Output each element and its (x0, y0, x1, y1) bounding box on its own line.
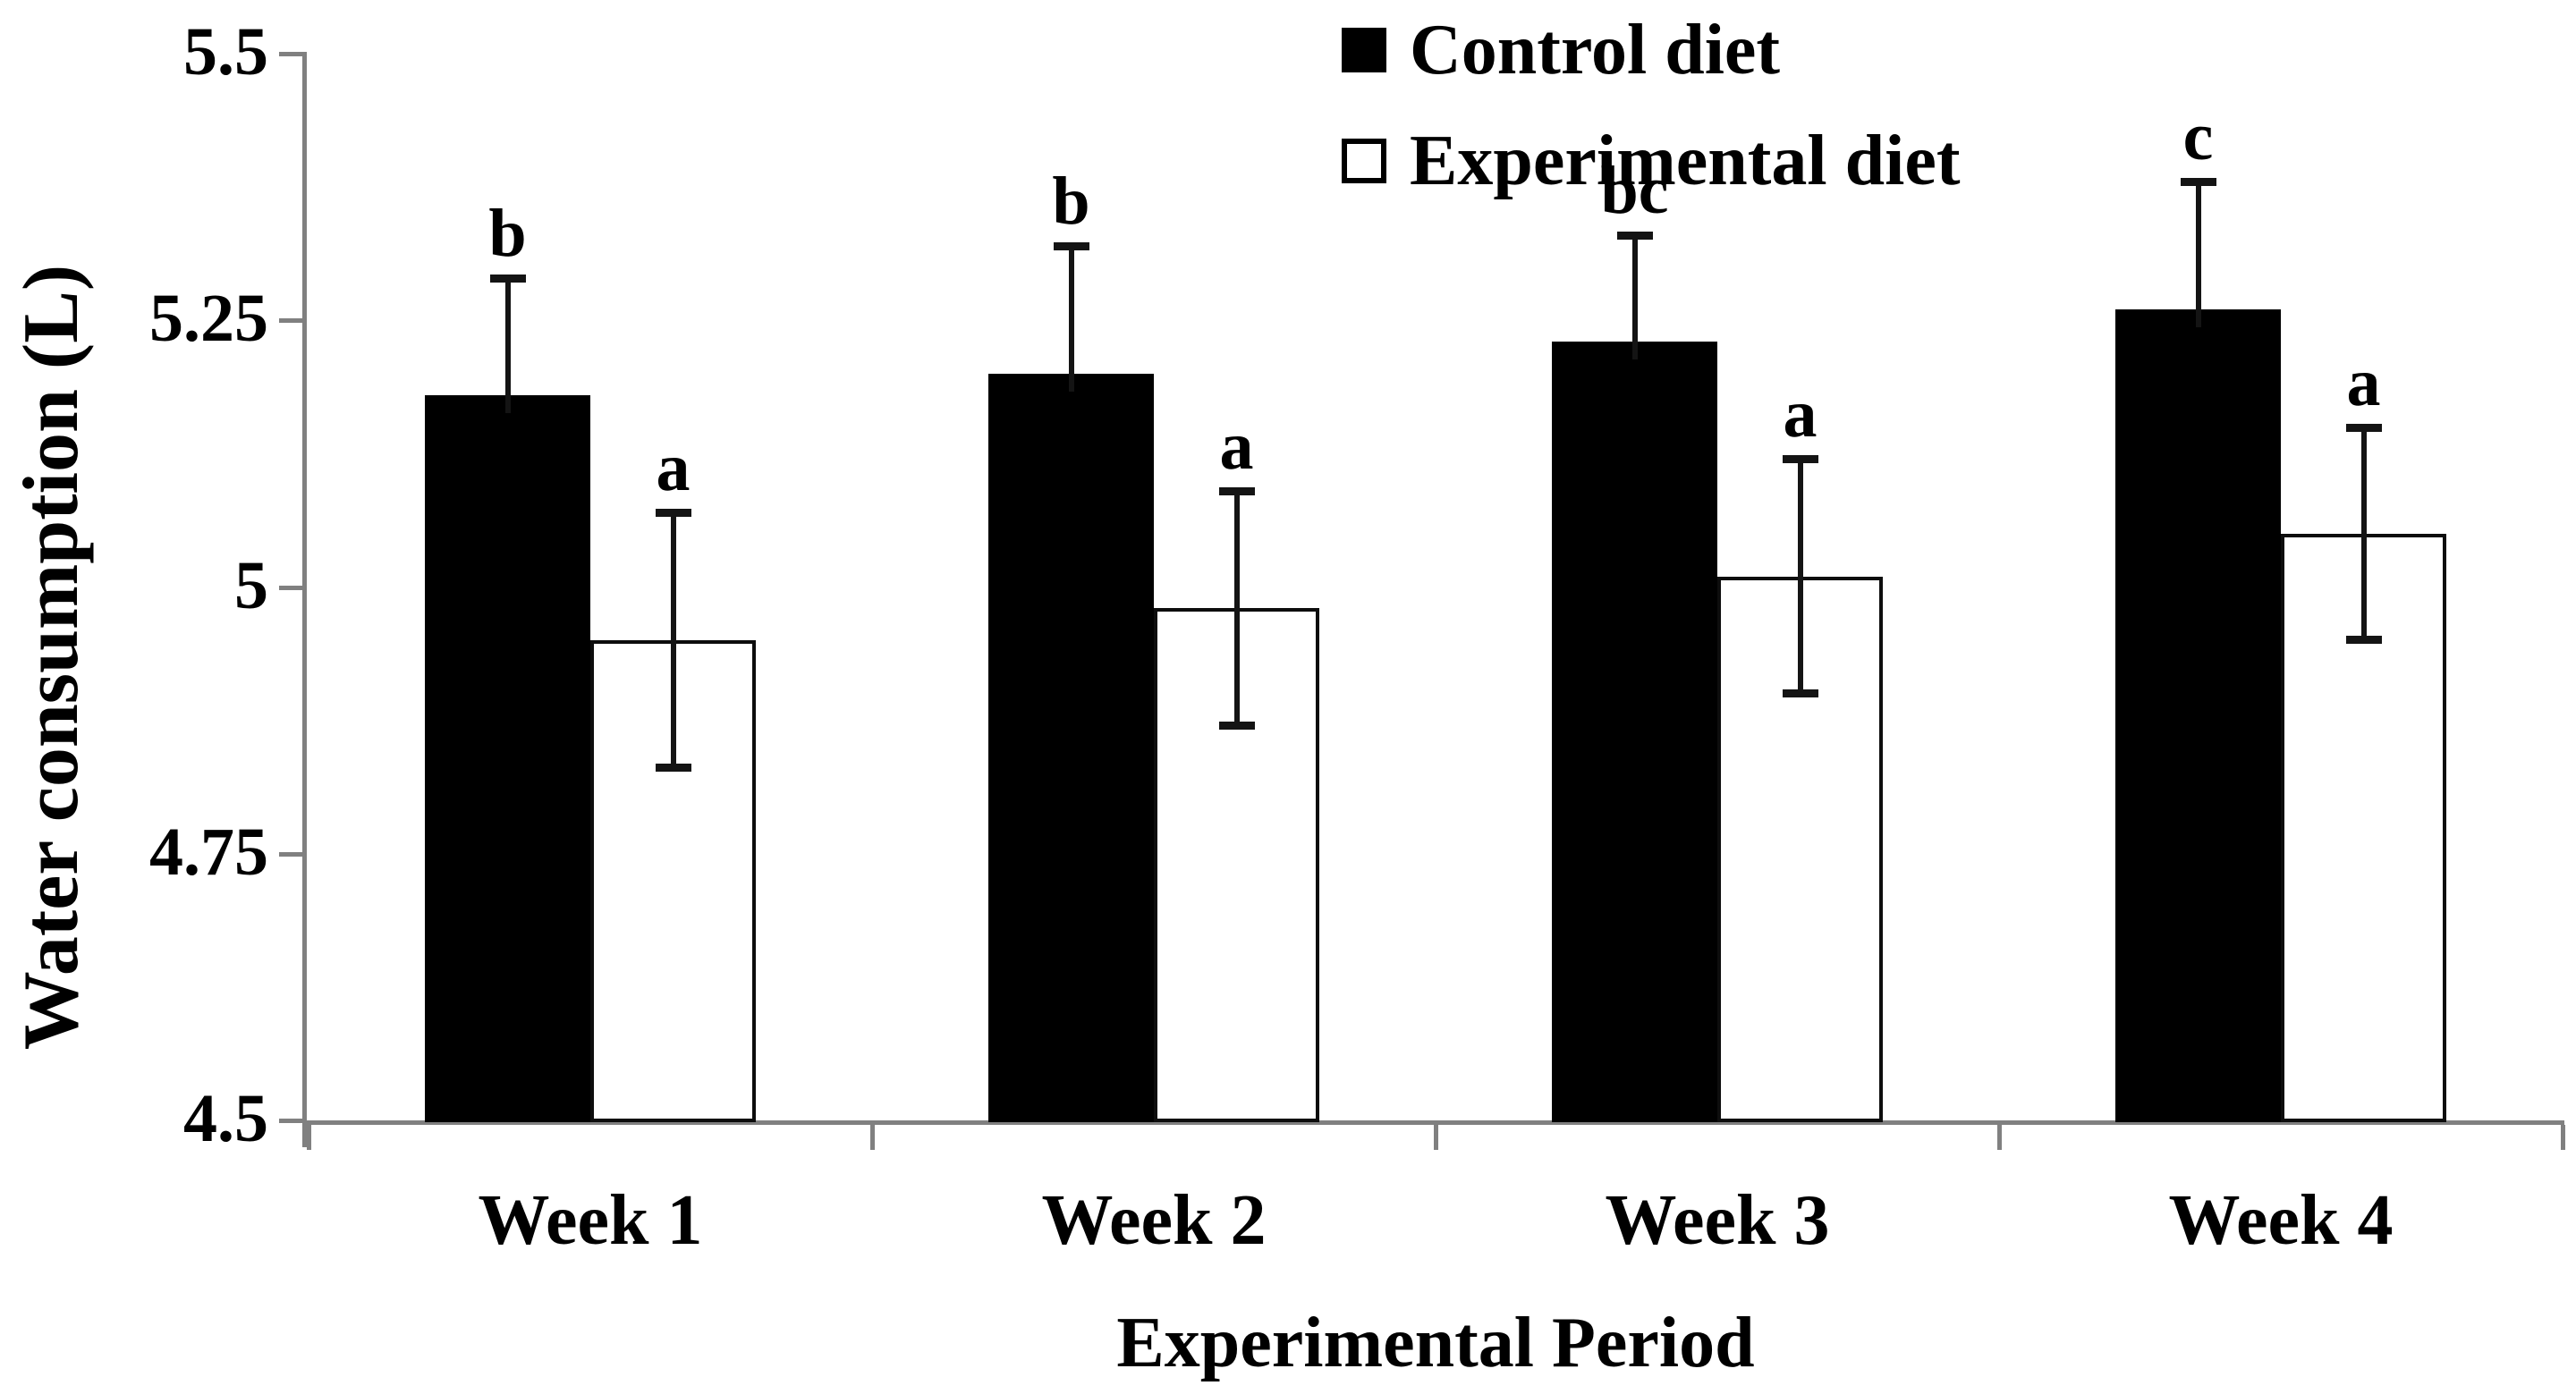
x-tick-mark (307, 1125, 311, 1150)
x-category-label: Week 3 (1605, 1181, 1830, 1260)
y-tick-mark (279, 1119, 302, 1123)
error-bar-top-cap (489, 274, 526, 283)
legend: Control diet Experimental diet (1342, 4, 1960, 225)
x-axis-line (302, 1120, 2564, 1125)
error-bar-bottom-cap (1218, 721, 1255, 730)
error-bar (1631, 234, 1638, 360)
x-category-label: Week 2 (1041, 1181, 1267, 1260)
error-bar-bottom-cap (655, 764, 691, 773)
error-bar (670, 511, 676, 769)
x-category-label: Week 4 (2168, 1181, 2394, 1260)
x-tick-mark (2561, 1125, 2565, 1150)
error-bar-bottom-cap (1782, 689, 1818, 697)
y-tick-label: 5 (234, 547, 268, 623)
bar-control-diet-3 (1552, 342, 1717, 1122)
bar-experimental-diet-1 (590, 640, 756, 1122)
legend-label: Control diet (1410, 11, 1781, 89)
y-tick-label: 5.5 (183, 14, 268, 89)
significance-label: a (1783, 376, 1818, 452)
error-bar-top-cap (2345, 423, 2382, 432)
y-tick-mark (279, 851, 302, 857)
y-axis-line (302, 52, 307, 1147)
y-tick-mark (279, 318, 302, 324)
open-square-icon (1342, 139, 1386, 183)
significance-label: a (656, 429, 691, 505)
y-tick-mark (279, 585, 302, 590)
significance-label: a (2346, 344, 2381, 420)
bar-control-diet-1 (425, 394, 590, 1122)
significance-label: a (1219, 409, 1254, 485)
x-axis-title: Experimental Period (1116, 1304, 1755, 1382)
legend-item: Experimental diet (1342, 114, 1960, 207)
error-bar-top-cap (2180, 178, 2216, 187)
error-bar (504, 277, 511, 413)
error-bar (1797, 459, 1803, 694)
error-bar-top-cap (1616, 231, 1653, 240)
error-bar-top-cap (655, 508, 691, 517)
error-bar-top-cap (1218, 487, 1255, 496)
error-bar-top-cap (1053, 241, 1089, 250)
bar-control-diet-4 (2115, 309, 2281, 1122)
filled-square-icon (1342, 28, 1386, 72)
significance-label: c (2182, 99, 2214, 175)
y-tick-label: 5.25 (149, 281, 268, 357)
error-bar (1068, 245, 1074, 392)
significance-label: b (1052, 163, 1090, 239)
x-tick-mark (870, 1125, 875, 1150)
error-bar (2195, 182, 2201, 328)
error-bar-bottom-cap (2345, 636, 2382, 645)
legend-label: Experimental diet (1410, 122, 1961, 200)
significance-label: b (488, 195, 527, 271)
y-axis-title: Water consumption (L) (8, 264, 95, 1051)
x-tick-mark (1997, 1125, 2002, 1150)
error-bar (2360, 427, 2367, 641)
y-tick-mark (279, 52, 302, 56)
x-tick-mark (1434, 1125, 1438, 1150)
error-bar-top-cap (1782, 455, 1818, 464)
bar-control-diet-2 (988, 373, 1154, 1122)
significance-label: bc (1600, 152, 1669, 228)
legend-item: Control diet (1342, 4, 1960, 97)
error-bar (1233, 491, 1240, 726)
y-tick-label: 4.75 (149, 814, 268, 890)
x-category-label: Week 1 (478, 1181, 703, 1260)
y-tick-label: 4.5 (183, 1081, 268, 1156)
